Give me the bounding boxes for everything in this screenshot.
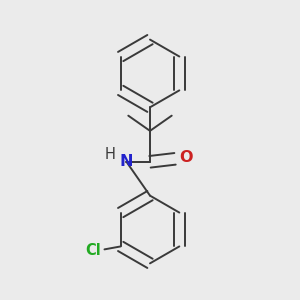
Text: H: H bbox=[105, 147, 116, 162]
Text: O: O bbox=[179, 150, 193, 165]
Text: Cl: Cl bbox=[85, 243, 100, 258]
Text: N: N bbox=[120, 154, 133, 169]
